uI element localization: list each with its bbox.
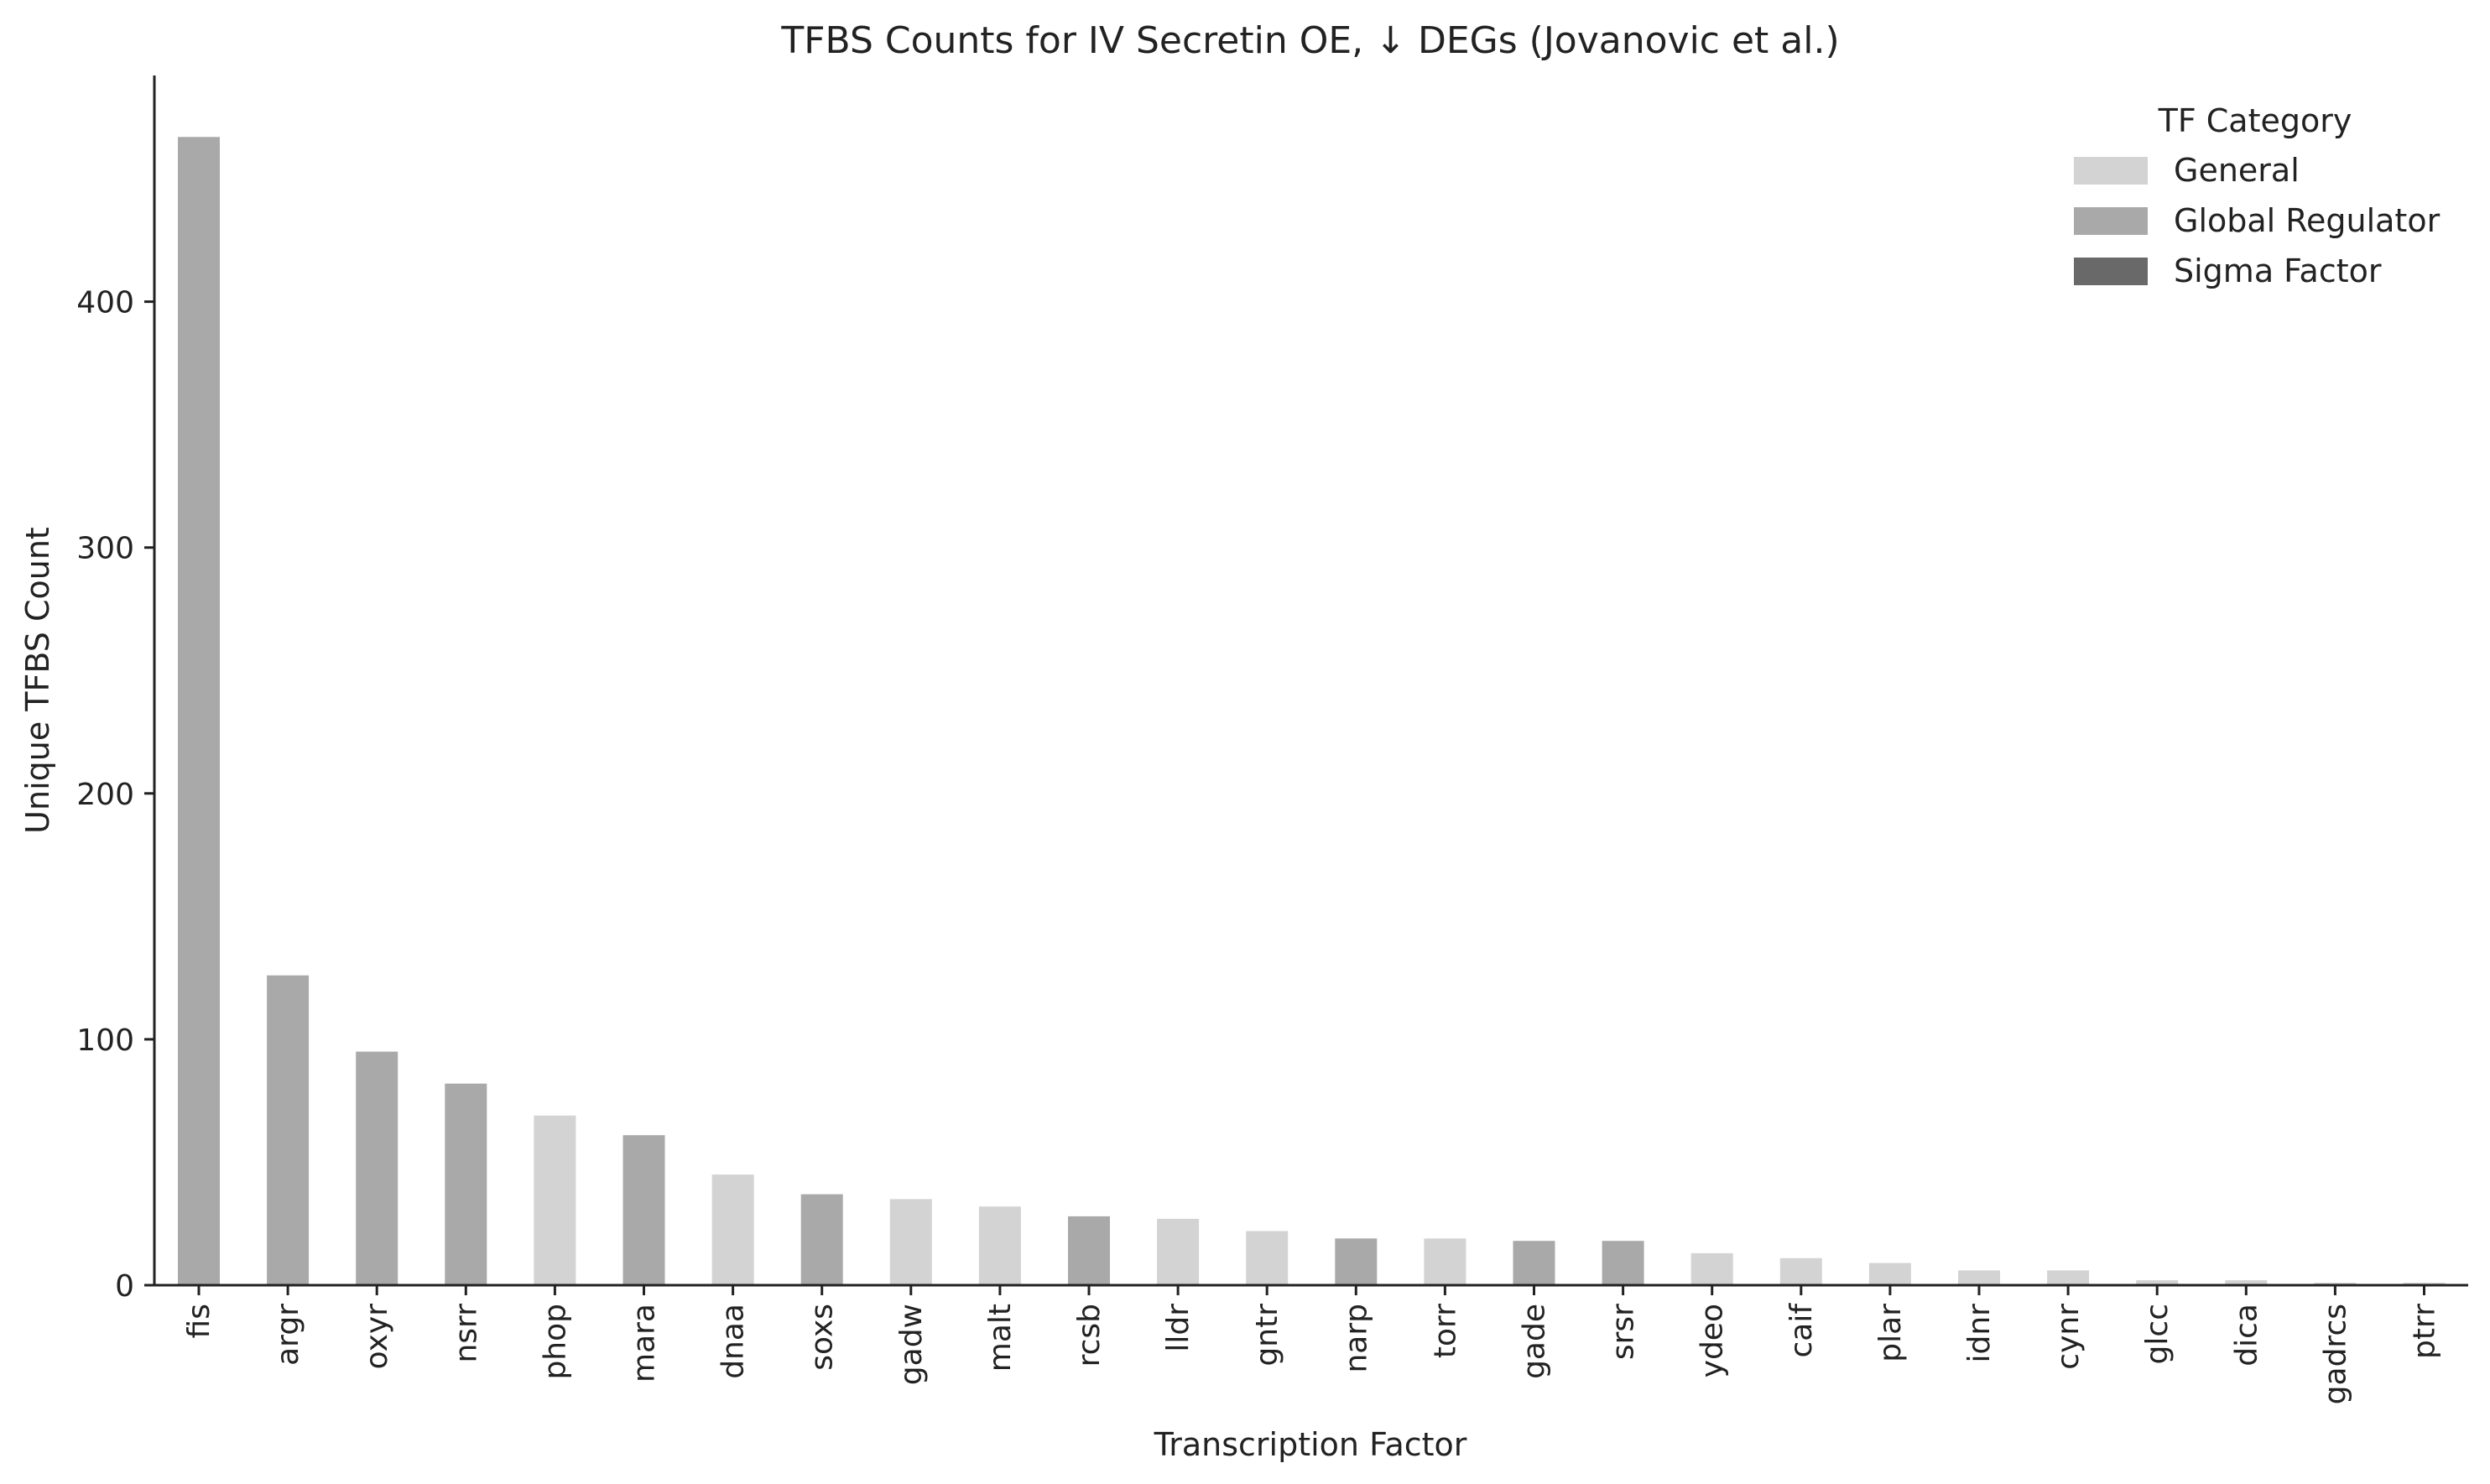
legend-swatch-sigma-factor: [2074, 258, 2148, 285]
x-tick-label-dnaa: dnaa: [716, 1304, 751, 1379]
x-tick-label-soxs: soxs: [805, 1304, 840, 1371]
x-tick-label-oxyr: oxyr: [360, 1304, 394, 1370]
x-tick-label-ydeo: ydeo: [1696, 1304, 1730, 1377]
x-tick-label-gadw: gadw: [894, 1304, 929, 1385]
bar-malt: [978, 1206, 1021, 1285]
bars-group: [178, 137, 2446, 1285]
bar-argr: [267, 975, 310, 1285]
bar-torr: [1424, 1238, 1466, 1285]
legend-label-global-regulator: Global Regulator: [2174, 202, 2441, 239]
bar-caif: [1779, 1257, 1822, 1285]
bar-phop: [534, 1115, 576, 1285]
x-tick-label-malt: malt: [983, 1304, 1018, 1372]
x-tick-label-idnr: idnr: [1962, 1304, 1997, 1363]
y-tick-label-400: 400: [76, 286, 134, 320]
x-tick-label-mara: mara: [628, 1304, 662, 1382]
x-tick-label-nsrr: nsrr: [449, 1304, 483, 1363]
bar-dica: [2225, 1280, 2268, 1285]
x-tick-label-gntr: gntr: [1250, 1304, 1284, 1367]
x-tick-label-caif: caif: [1784, 1303, 1819, 1358]
chart-title: TFBS Counts for IV Secretin OE, ↓ DEGs (…: [780, 19, 1839, 62]
x-tick-label-srsr: srsr: [1607, 1304, 1641, 1360]
x-tick-label-phop: phop: [538, 1304, 572, 1380]
x-tick-label-rcsb: rcsb: [1072, 1304, 1107, 1367]
y-tick-label-100: 100: [76, 1023, 134, 1058]
x-tick-label-ptrr: ptrr: [2408, 1304, 2442, 1359]
bar-glcc: [2136, 1280, 2179, 1285]
y-tick-label-300: 300: [76, 532, 134, 566]
bar-ydeo: [1690, 1252, 1733, 1285]
legend-swatch-general: [2074, 157, 2148, 185]
y-tick-label-200: 200: [76, 778, 134, 812]
x-ticks-group: fis argr oxyr nsrr phop mara dnaa soxs gadw malt r…: [182, 1285, 2442, 1404]
x-tick-label-cynr: cynr: [2051, 1304, 2086, 1370]
bar-nsrr: [445, 1083, 487, 1285]
y-axis-label: Unique TFBS Count: [19, 527, 56, 834]
x-tick-label-dica: dica: [2229, 1304, 2263, 1367]
bar-idnr: [1958, 1270, 2000, 1285]
y-ticks-group: 0 100 200 300 400: [76, 286, 154, 1304]
bar-rcsb: [1068, 1216, 1110, 1285]
bar-cynr: [2047, 1270, 2090, 1285]
bar-dnaa: [711, 1174, 754, 1285]
x-axis-label: Transcription Factor: [1154, 1426, 1467, 1463]
x-tick-label-narp: narp: [1339, 1304, 1373, 1373]
legend-swatch-global-regulator: [2074, 207, 2148, 235]
bar-plar: [1868, 1263, 1911, 1285]
legend-title: TF Category: [2158, 102, 2352, 139]
x-tick-label-argr: argr: [271, 1304, 305, 1366]
bar-gadw: [889, 1199, 932, 1285]
legend: TF Category General Global Regulator Sig…: [2074, 102, 2441, 289]
x-tick-label-glcc: glcc: [2140, 1304, 2175, 1364]
bar-fis: [178, 137, 220, 1285]
x-tick-label-gade: gade: [1518, 1304, 1552, 1379]
x-tick-label-plar: plar: [1873, 1304, 1908, 1362]
bar-lldr: [1157, 1218, 1200, 1285]
bar-oxyr: [356, 1051, 399, 1285]
bar-narp: [1335, 1238, 1378, 1285]
legend-label-sigma-factor: Sigma Factor: [2174, 253, 2382, 289]
bar-gade: [1513, 1241, 1555, 1285]
bar-soxs: [800, 1194, 843, 1285]
x-tick-label-torr: torr: [1428, 1304, 1462, 1358]
bar-mara: [622, 1135, 665, 1285]
x-tick-label-gadrcs: gadrcs: [2318, 1304, 2352, 1404]
x-tick-label-lldr: lldr: [1161, 1304, 1196, 1352]
bar-gntr: [1246, 1231, 1289, 1285]
x-tick-label-fis: fis: [182, 1304, 216, 1338]
y-tick-label-0: 0: [115, 1269, 134, 1304]
bar-srsr: [1602, 1241, 1644, 1285]
legend-label-general: General: [2174, 152, 2300, 189]
